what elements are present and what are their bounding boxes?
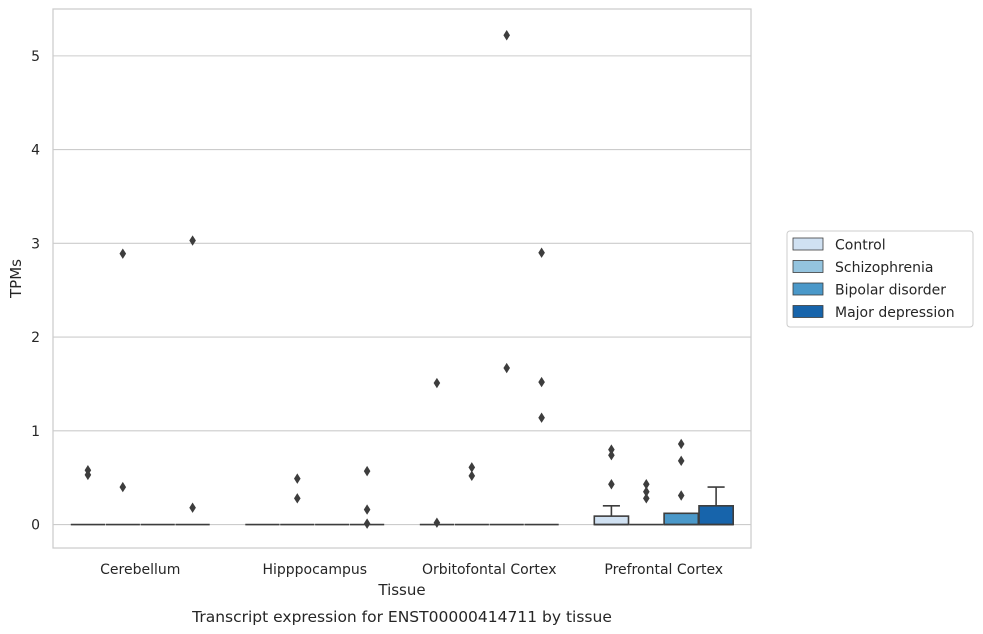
outlier-point (677, 438, 685, 450)
outlier-point (433, 377, 441, 389)
box (698, 505, 735, 526)
plot-frame (52, 8, 752, 549)
outlier-point (363, 504, 371, 515)
outlier-point (503, 362, 510, 374)
outlier-point (608, 449, 615, 461)
x-tick-label: Orbitofontal Cortex (422, 562, 557, 578)
outlier-point (538, 376, 545, 388)
outlier-point (468, 470, 476, 482)
legend-swatch (792, 260, 824, 273)
outlier-point (433, 517, 441, 528)
legend-swatch (792, 305, 824, 318)
legend: Control Schizophrenia Bipolar disorder Majo… (786, 230, 974, 328)
outlier-point (608, 479, 615, 490)
y-tick-label: 4 (31, 143, 40, 159)
box (663, 512, 700, 526)
y-tick-label: 3 (31, 236, 40, 252)
outlier-point (643, 486, 650, 497)
y-tick-labels: 0 1 2 3 4 5 (31, 49, 40, 534)
legend-label: Major depression (835, 305, 955, 321)
outlier-point (643, 493, 650, 504)
legend-label: Bipolar disorder (835, 283, 946, 299)
outlier-point (538, 412, 545, 423)
y-tick-label: 1 (31, 424, 40, 440)
outlier-point (677, 490, 685, 501)
x-tick-labels: Cerebellum Hipppocampus Orbitofontal Corte… (100, 562, 723, 578)
outlier-point (468, 462, 476, 473)
outlier-point (119, 248, 127, 259)
y-tick-label: 0 (31, 518, 40, 534)
outlier-point (538, 247, 545, 258)
outlier-point (189, 235, 196, 246)
outlier-point (363, 518, 371, 529)
x-tick-label: Cerebellum (100, 562, 180, 578)
chart-caption: Transcript expression for ENST0000041471… (191, 608, 612, 626)
outlier-point (363, 465, 371, 477)
outlier-point (294, 473, 301, 484)
x-axis-label: Tissue (377, 581, 425, 599)
outlier-point (503, 30, 510, 41)
legend-frame (786, 230, 974, 328)
outlier-point (119, 481, 127, 493)
x-tick-label: Prefrontal Cortex (604, 562, 723, 578)
outlier-point (608, 444, 615, 455)
outlier-point (294, 493, 301, 504)
legend-label: Control (835, 238, 886, 254)
y-axis-label: TPMs (7, 259, 25, 299)
outlier-point (643, 479, 650, 490)
outlier-point (189, 502, 196, 513)
outlier-points (84, 30, 685, 529)
x-tick-label: Hipppocampus (262, 562, 367, 578)
y-tick-label: 5 (31, 49, 40, 65)
y-tick-label: 2 (31, 330, 40, 346)
box (593, 515, 630, 526)
legend-swatch (792, 237, 824, 251)
legend-label: Schizophrenia (835, 260, 933, 276)
legend-swatch (792, 282, 824, 296)
outlier-point (84, 469, 92, 481)
boxes (70, 486, 735, 526)
outlier-point (677, 455, 685, 467)
